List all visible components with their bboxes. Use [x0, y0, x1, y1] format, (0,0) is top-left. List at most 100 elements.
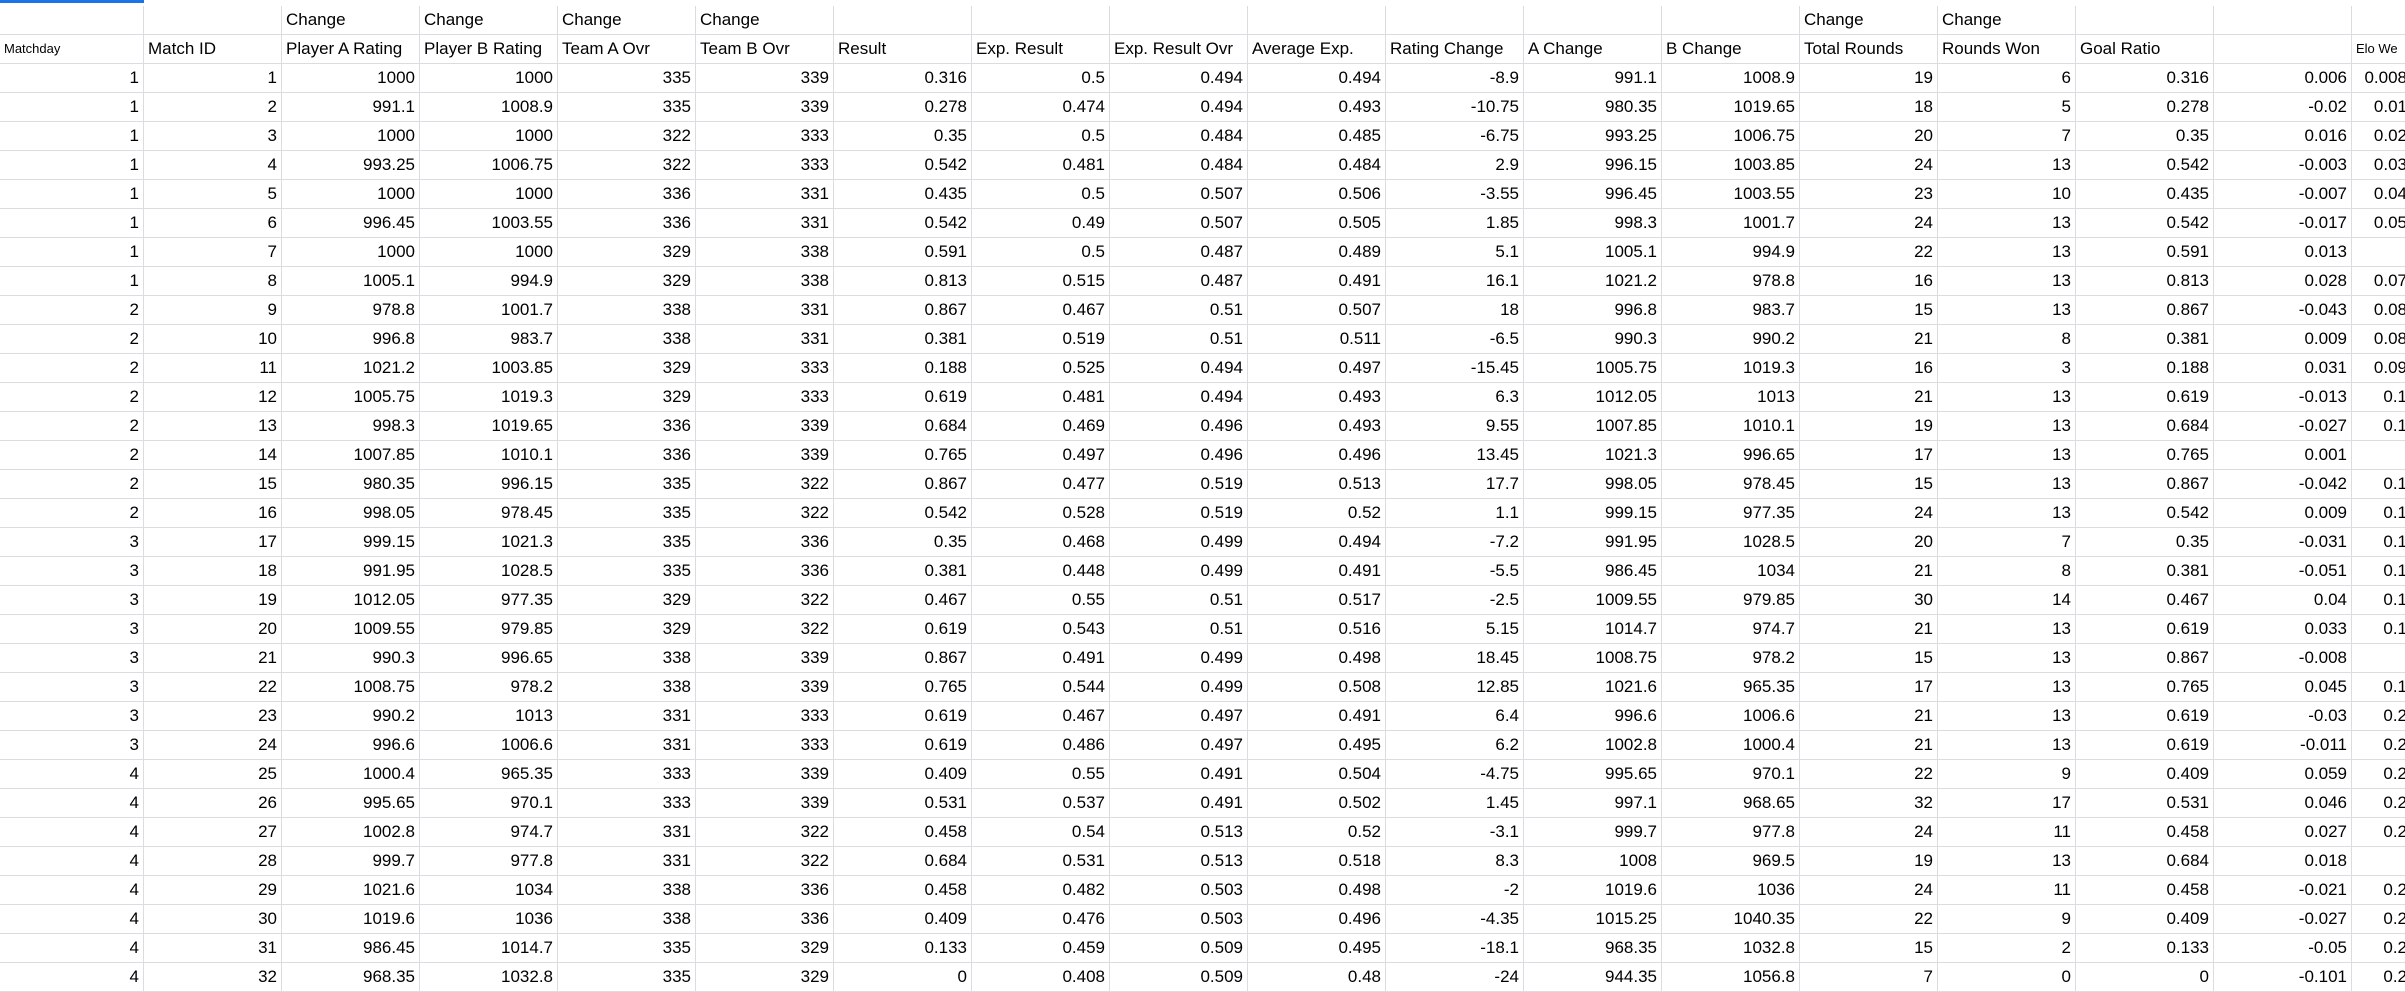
table-cell[interactable]: 15: [144, 470, 282, 499]
table-cell[interactable]: 0.2: [2352, 789, 2405, 818]
table-cell[interactable]: 0.278: [834, 93, 972, 122]
header-cell[interactable]: Change: [558, 6, 696, 35]
table-cell[interactable]: 990.3: [1524, 325, 1662, 354]
table-cell[interactable]: -0.011: [2214, 731, 2352, 760]
table-cell[interactable]: 336: [696, 876, 834, 905]
header-cell[interactable]: [1110, 6, 1248, 35]
table-cell[interactable]: -18.1: [1386, 934, 1524, 963]
table-cell[interactable]: 5.1: [1386, 238, 1524, 267]
table-cell[interactable]: 0.491: [972, 644, 1110, 673]
table-cell[interactable]: 0.013: [2214, 238, 2352, 267]
table-cell[interactable]: 0.008: [2352, 64, 2405, 93]
table-cell[interactable]: 2: [0, 470, 144, 499]
table-cell[interactable]: 0.542: [2076, 209, 2214, 238]
table-cell[interactable]: 22: [1800, 760, 1938, 789]
table-cell[interactable]: 4: [144, 151, 282, 180]
table-cell[interactable]: 11: [1938, 818, 2076, 847]
table-cell[interactable]: 13: [1938, 847, 2076, 876]
table-cell[interactable]: 1: [0, 122, 144, 151]
table-cell[interactable]: 0.484: [1248, 151, 1386, 180]
table-cell[interactable]: 0.487: [1110, 267, 1248, 296]
table-cell[interactable]: 996.8: [1524, 296, 1662, 325]
table-cell[interactable]: 994.9: [1662, 238, 1800, 267]
table-cell[interactable]: 0.51: [1110, 325, 1248, 354]
header-cell[interactable]: Match ID: [144, 35, 282, 64]
header-cell[interactable]: Change: [1800, 6, 1938, 35]
table-cell[interactable]: 338: [558, 296, 696, 325]
header-cell[interactable]: [972, 6, 1110, 35]
table-cell[interactable]: 10: [144, 325, 282, 354]
table-cell[interactable]: 335: [558, 64, 696, 93]
table-cell[interactable]: 2: [1938, 934, 2076, 963]
table-cell[interactable]: 977.35: [1662, 499, 1800, 528]
table-cell[interactable]: 1003.55: [420, 209, 558, 238]
table-cell[interactable]: 1034: [1662, 557, 1800, 586]
table-cell[interactable]: 0.542: [834, 499, 972, 528]
table-cell[interactable]: 15: [1800, 296, 1938, 325]
table-cell[interactable]: 3: [1938, 354, 2076, 383]
table-cell[interactable]: 0.496: [1110, 441, 1248, 470]
table-cell[interactable]: 0.188: [834, 354, 972, 383]
table-cell[interactable]: 0.01: [2352, 93, 2405, 122]
table-cell[interactable]: 0.619: [2076, 615, 2214, 644]
table-cell[interactable]: 996.65: [420, 644, 558, 673]
table-cell[interactable]: 7: [1938, 528, 2076, 557]
table-cell[interactable]: 14: [1938, 586, 2076, 615]
table-cell[interactable]: -0.02: [2214, 93, 2352, 122]
table-cell[interactable]: 0.684: [834, 847, 972, 876]
table-cell[interactable]: 1009.55: [282, 615, 420, 644]
table-cell[interactable]: 0.813: [2076, 267, 2214, 296]
table-cell[interactable]: 13: [144, 412, 282, 441]
table-cell[interactable]: 991.1: [282, 93, 420, 122]
table-cell[interactable]: 3: [0, 644, 144, 673]
table-cell[interactable]: 0.867: [2076, 470, 2214, 499]
table-cell[interactable]: -0.031: [2214, 528, 2352, 557]
table-cell[interactable]: 0.001: [2214, 441, 2352, 470]
table-cell[interactable]: 1021.3: [420, 528, 558, 557]
table-cell[interactable]: -4.75: [1386, 760, 1524, 789]
table-cell[interactable]: 0.542: [2076, 151, 2214, 180]
table-cell[interactable]: 1019.3: [420, 383, 558, 412]
table-cell[interactable]: 0.591: [2076, 238, 2214, 267]
table-cell[interactable]: 0.481: [972, 383, 1110, 412]
table-cell[interactable]: 6.2: [1386, 731, 1524, 760]
table-cell[interactable]: 1000: [420, 64, 558, 93]
table-cell[interactable]: 0.486: [972, 731, 1110, 760]
table-cell[interactable]: 3: [0, 528, 144, 557]
table-cell[interactable]: 978.8: [1662, 267, 1800, 296]
table-cell[interactable]: 322: [696, 847, 834, 876]
table-cell[interactable]: 0.765: [2076, 441, 2214, 470]
table-cell[interactable]: 996.6: [282, 731, 420, 760]
table-cell[interactable]: 24: [1800, 209, 1938, 238]
table-cell[interactable]: 13: [1938, 499, 2076, 528]
table-cell[interactable]: 0.499: [1110, 644, 1248, 673]
table-cell[interactable]: 19: [1800, 412, 1938, 441]
table-cell[interactable]: 12.85: [1386, 673, 1524, 702]
table-cell[interactable]: 339: [696, 441, 834, 470]
table-cell[interactable]: 996.65: [1662, 441, 1800, 470]
table-cell[interactable]: 991.95: [282, 557, 420, 586]
table-cell[interactable]: 0.543: [972, 615, 1110, 644]
table-cell[interactable]: 5.15: [1386, 615, 1524, 644]
table-cell[interactable]: 0.316: [834, 64, 972, 93]
table-cell[interactable]: 24: [1800, 818, 1938, 847]
table-cell[interactable]: -3.1: [1386, 818, 1524, 847]
table-cell[interactable]: 1028.5: [420, 557, 558, 586]
table-cell[interactable]: 970.1: [1662, 760, 1800, 789]
table-cell[interactable]: 338: [696, 238, 834, 267]
table-cell[interactable]: 1006.6: [1662, 702, 1800, 731]
table-cell[interactable]: 2: [0, 325, 144, 354]
table-cell[interactable]: 329: [696, 934, 834, 963]
table-cell[interactable]: 1040.35: [1662, 905, 1800, 934]
table-cell[interactable]: 998.3: [282, 412, 420, 441]
table-cell[interactable]: -3.55: [1386, 180, 1524, 209]
table-cell[interactable]: 13: [1938, 267, 2076, 296]
header-cell[interactable]: [0, 6, 144, 35]
table-cell[interactable]: 1032.8: [1662, 934, 1800, 963]
table-cell[interactable]: 0.503: [1110, 876, 1248, 905]
table-cell[interactable]: 0.381: [2076, 557, 2214, 586]
header-cell[interactable]: B Change: [1662, 35, 1800, 64]
table-cell[interactable]: 3: [0, 673, 144, 702]
table-cell[interactable]: 17.7: [1386, 470, 1524, 499]
table-cell[interactable]: 336: [696, 557, 834, 586]
